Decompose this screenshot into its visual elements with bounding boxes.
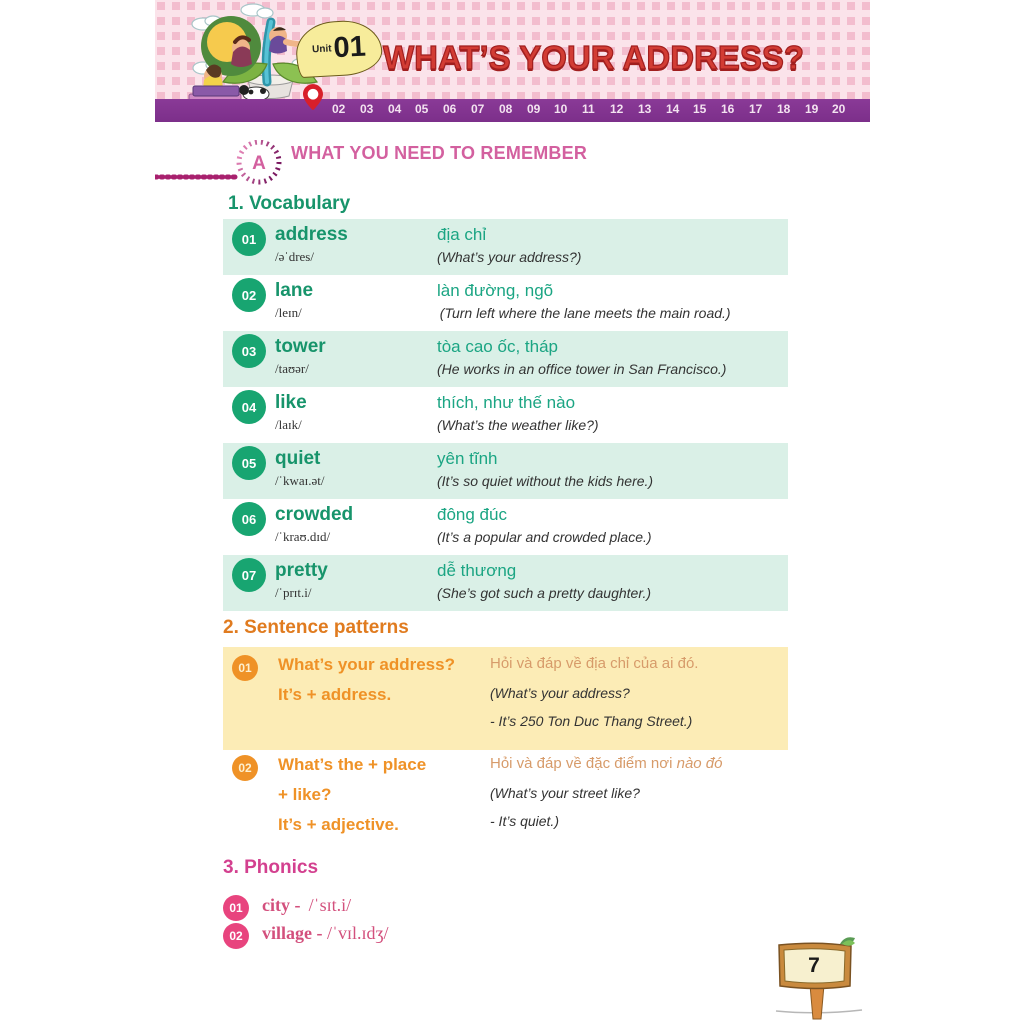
svg-text:7: 7 xyxy=(808,954,820,977)
svg-text:A: A xyxy=(252,153,266,174)
